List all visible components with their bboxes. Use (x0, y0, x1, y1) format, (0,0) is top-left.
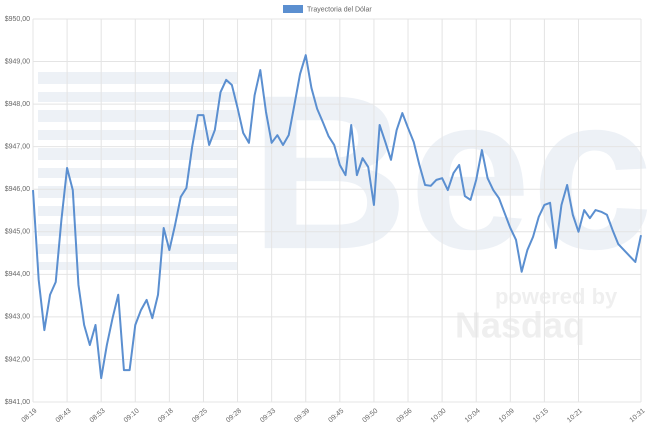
x-tick-label: 09:56 (396, 408, 414, 425)
y-tick-label: $949,00 (5, 58, 30, 65)
y-tick-label: $941,00 (5, 399, 30, 406)
x-tick-label: 09:33 (259, 408, 277, 425)
x-tick-label: 08:43 (55, 408, 73, 425)
line-series (32, 54, 642, 380)
x-tick-label: 09:10 (123, 408, 141, 425)
x-tick-label: 10:04 (464, 408, 482, 425)
y-tick-label: $947,00 (5, 144, 30, 151)
y-tick-label: $944,00 (5, 271, 30, 278)
y-tick-label: $945,00 (5, 229, 30, 236)
x-tick-label: 10:31 (629, 408, 647, 425)
watermark-brand: Nasdaq (455, 305, 585, 346)
x-tick-label: 10:09 (498, 408, 516, 425)
x-tick-label: 08:19 (21, 408, 39, 425)
legend-label: Trayectoria del Dólar (307, 6, 372, 13)
watermark-stripes (38, 72, 238, 270)
watermark-logo: Bec (250, 49, 650, 295)
y-tick-label: $948,00 (5, 101, 30, 108)
x-tick-label: 09:18 (157, 408, 175, 425)
x-tick-label: 09:45 (327, 408, 345, 425)
x-tick-label: 09:50 (361, 408, 379, 425)
y-tick-label: $942,00 (5, 356, 30, 363)
y-tick-label: $946,00 (5, 186, 30, 193)
x-tick-label: 10:15 (532, 408, 550, 425)
watermark-tagline: powered by (495, 284, 618, 309)
y-tick-label: $950,00 (5, 16, 30, 23)
x-tick-label: 09:28 (225, 408, 243, 425)
x-tick-label: 09:25 (191, 408, 209, 425)
x-tick-label: 09:39 (293, 408, 311, 425)
x-tick-label: 08:53 (89, 408, 107, 425)
x-tick-label: 10:00 (430, 408, 448, 425)
legend-swatch (283, 5, 303, 13)
y-tick-label: $943,00 (5, 314, 30, 321)
x-tick-label: 10:21 (566, 408, 584, 425)
watermark: Bec powered by Nasdaq (38, 49, 650, 346)
